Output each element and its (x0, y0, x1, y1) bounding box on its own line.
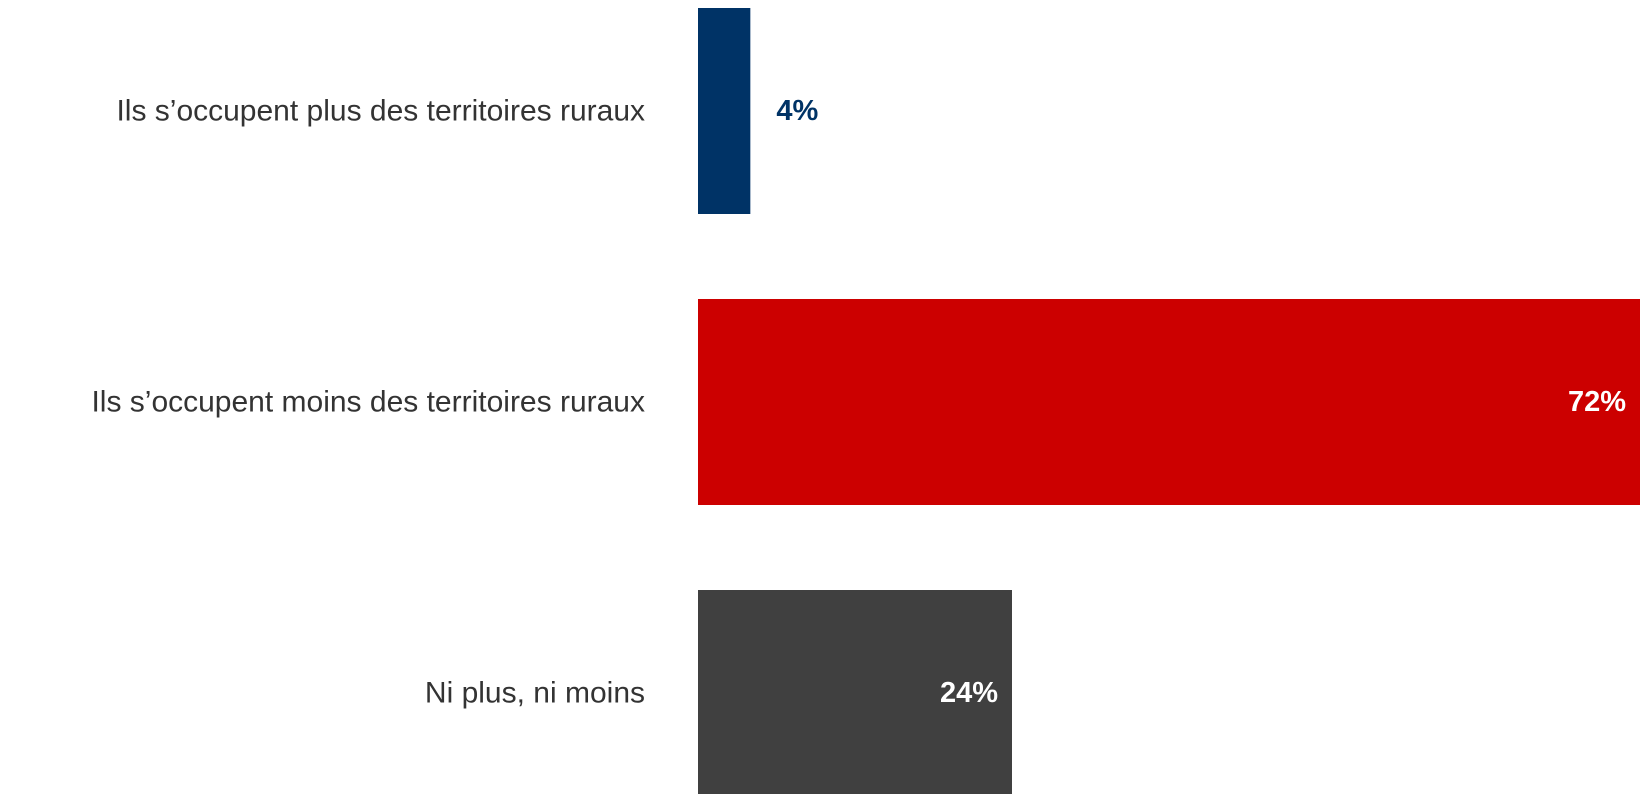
category-label-3: Ni plus, ni moins (425, 677, 645, 710)
value-label-1: 4% (776, 95, 818, 127)
value-label-3: 24% (940, 677, 998, 709)
value-label-2: 72% (1568, 386, 1626, 418)
labels-layer: Ils s’occupent plus des territoires rura… (91, 95, 1626, 710)
category-label-1: Ils s’occupent plus des territoires rura… (116, 95, 645, 128)
bar-category-3 (698, 590, 1012, 794)
bars-layer (698, 8, 1640, 794)
bar-category-1 (698, 8, 751, 214)
bar-category-2 (698, 299, 1640, 505)
category-label-2: Ils s’occupent moins des territoires rur… (91, 386, 645, 419)
